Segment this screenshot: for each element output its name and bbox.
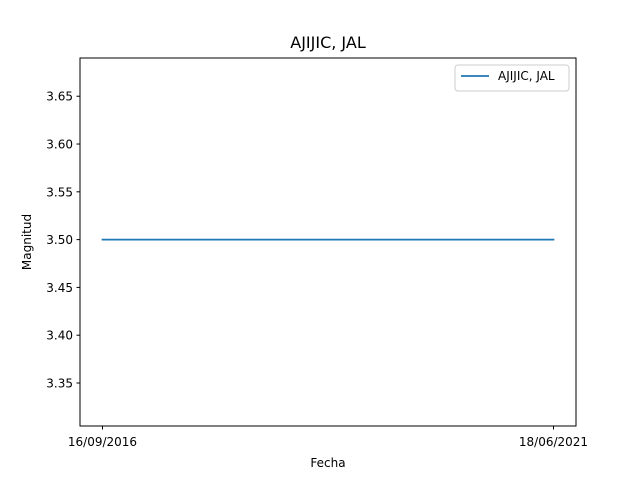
y-axis-ticks: 3.35 3.40 3.45 3.50 3.55 3.60 3.65 [46, 90, 80, 390]
x-axis-label: Fecha [310, 456, 345, 470]
y-tick-label: 3.45 [46, 281, 73, 295]
y-axis-label: Magnitud [20, 214, 34, 270]
y-tick-label: 3.60 [46, 138, 73, 152]
legend-box [454, 64, 570, 92]
chart-title: AJIJIC, JAL [290, 33, 366, 52]
legend: AJIJIC, JAL [454, 64, 570, 92]
legend-label: AJIJIC, JAL [498, 69, 555, 83]
plot-frame [79, 57, 577, 427]
x-tick-label: 16/09/2016 [68, 435, 137, 449]
x-axis-ticks: 16/09/2016 18/06/2021 [68, 426, 588, 449]
y-tick-label: 3.55 [46, 185, 73, 199]
y-tick-label: 3.40 [46, 329, 73, 343]
x-tick-label: 18/06/2021 [519, 435, 588, 449]
y-tick-label: 3.35 [46, 376, 73, 390]
y-tick-label: 3.50 [46, 233, 73, 247]
y-tick-label: 3.65 [46, 90, 73, 104]
